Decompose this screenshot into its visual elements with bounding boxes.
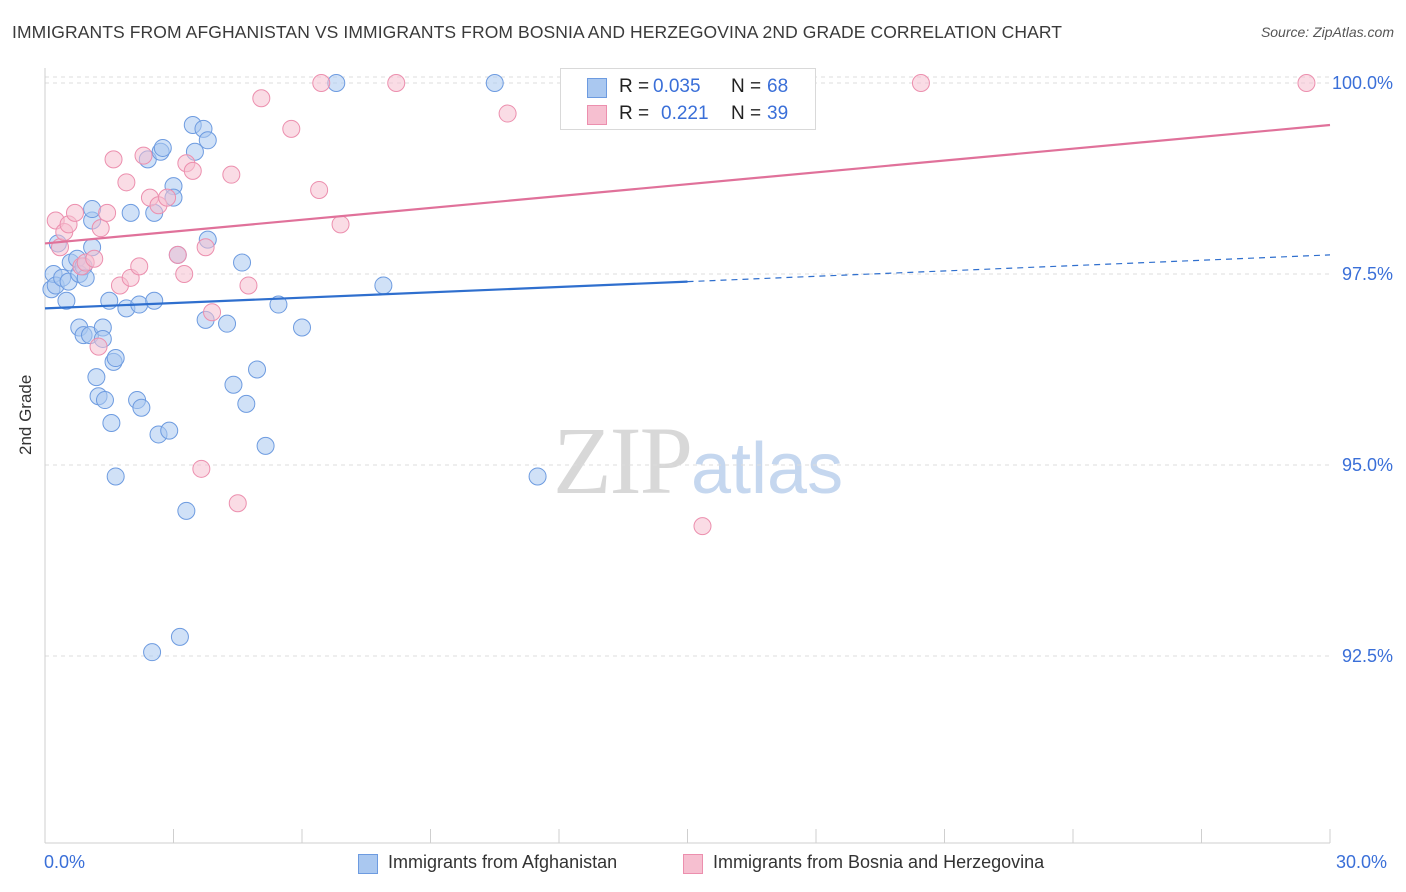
afghanistan-point bbox=[224, 375, 243, 394]
bosnia-point bbox=[85, 249, 104, 268]
bosnia-point bbox=[312, 74, 331, 92]
y-tick-label: 92.5% bbox=[1342, 646, 1393, 666]
bosnia-point bbox=[239, 276, 258, 295]
bosnia-point bbox=[282, 119, 301, 138]
r-label: R = bbox=[619, 103, 650, 124]
bosnia-point bbox=[222, 165, 241, 184]
afghanistan-point bbox=[237, 394, 256, 413]
bosnia-point bbox=[310, 180, 329, 199]
afghanistan-point bbox=[269, 295, 288, 314]
afghanistan-point bbox=[121, 203, 140, 222]
afghanistan-point bbox=[145, 291, 164, 310]
afghanistan-point bbox=[102, 413, 121, 432]
bosnia-point bbox=[104, 150, 123, 169]
afghanistan-point bbox=[106, 349, 125, 368]
afghanistan-point bbox=[177, 501, 196, 520]
y-tick-label: 95.0% bbox=[1342, 455, 1393, 475]
bosnia-point bbox=[89, 337, 108, 356]
bosnia-point bbox=[387, 74, 406, 92]
bottom-legend-label: Immigrants from Bosnia and Herzegovina bbox=[713, 852, 1045, 872]
bosnia-point bbox=[130, 257, 149, 276]
n-label: N = bbox=[731, 103, 762, 124]
n-value: 39 bbox=[767, 103, 789, 124]
stats-legend: R = 0.035 N = 68 R = 0.221 N = 39 bbox=[560, 68, 816, 130]
bosnia-point bbox=[228, 494, 247, 513]
bosnia-point bbox=[192, 459, 211, 478]
bosnia-point bbox=[203, 303, 222, 322]
pink-swatch bbox=[587, 105, 607, 125]
afghanistan-point bbox=[132, 398, 151, 417]
bosnia-point bbox=[911, 74, 930, 92]
afghanistan-point bbox=[256, 436, 275, 455]
blue-swatch bbox=[587, 78, 607, 98]
afghanistan-point bbox=[233, 253, 252, 272]
r-value: 0.035 bbox=[653, 76, 701, 97]
bosnia-point bbox=[196, 238, 215, 257]
afghanistan-point bbox=[95, 391, 114, 410]
bottom-legend-label: Immigrants from Afghanistan bbox=[388, 852, 618, 872]
bosnia-trend-line bbox=[44, 123, 1331, 245]
afghanistan-point bbox=[485, 74, 504, 92]
watermark: ZIPatlas bbox=[553, 405, 843, 516]
afghanistan-point bbox=[87, 368, 106, 387]
afghanistan-point bbox=[528, 467, 547, 486]
afghanistan-point bbox=[327, 74, 346, 92]
afghanistan-point bbox=[293, 318, 311, 337]
afghanistan-point bbox=[170, 627, 189, 646]
n-value: 68 bbox=[767, 76, 789, 97]
afghanistan-point bbox=[248, 360, 267, 379]
afghanistan-point bbox=[153, 138, 172, 157]
bosnia-point bbox=[498, 104, 517, 123]
chart-title: IMMIGRANTS FROM AFGHANISTAN VS IMMIGRANT… bbox=[12, 22, 1063, 42]
r-value: 0.221 bbox=[661, 103, 709, 124]
afghanistan-point bbox=[198, 131, 217, 150]
bosnia-point bbox=[1297, 74, 1316, 92]
afghanistan-point bbox=[83, 200, 102, 219]
bosnia-point bbox=[168, 245, 187, 264]
afghanistan-point bbox=[374, 276, 393, 295]
pink-swatch bbox=[683, 854, 703, 874]
y-tick-label: 97.5% bbox=[1342, 264, 1393, 284]
bosnia-point bbox=[175, 265, 194, 283]
afghanistan-trend-line bbox=[44, 280, 688, 310]
bosnia-point bbox=[331, 215, 350, 234]
bosnia-point bbox=[117, 173, 136, 192]
bosnia-point bbox=[134, 146, 153, 165]
afghanistan-point bbox=[160, 421, 179, 440]
bosnia-point bbox=[693, 517, 712, 536]
bosnia-point bbox=[91, 219, 110, 238]
bosnia-point bbox=[158, 188, 177, 207]
bosnia-point bbox=[65, 203, 84, 222]
afghanistan-trend-extension bbox=[687, 254, 1331, 283]
blue-swatch bbox=[358, 854, 378, 874]
afghanistan-point bbox=[106, 467, 125, 486]
bosnia-point bbox=[252, 89, 271, 108]
afghanistan-point bbox=[218, 314, 237, 333]
bosnia-point bbox=[98, 203, 117, 222]
r-label: R = bbox=[619, 76, 650, 97]
afghanistan-point bbox=[143, 643, 162, 662]
afghanistan-point bbox=[57, 291, 76, 310]
source-credit: Source: ZipAtlas.com bbox=[1260, 24, 1394, 40]
y-axis-label: 2nd Grade bbox=[16, 374, 35, 455]
y-tick-label: 100.0% bbox=[1332, 73, 1393, 93]
bosnia-point bbox=[183, 161, 202, 180]
x-tick-label-max: 30.0% bbox=[1336, 852, 1388, 872]
watermark-zip: ZIP bbox=[553, 407, 693, 514]
watermark-atlas: atlas bbox=[691, 429, 844, 509]
x-tick-label-min: 0.0% bbox=[44, 852, 86, 872]
n-label: N = bbox=[731, 76, 762, 97]
